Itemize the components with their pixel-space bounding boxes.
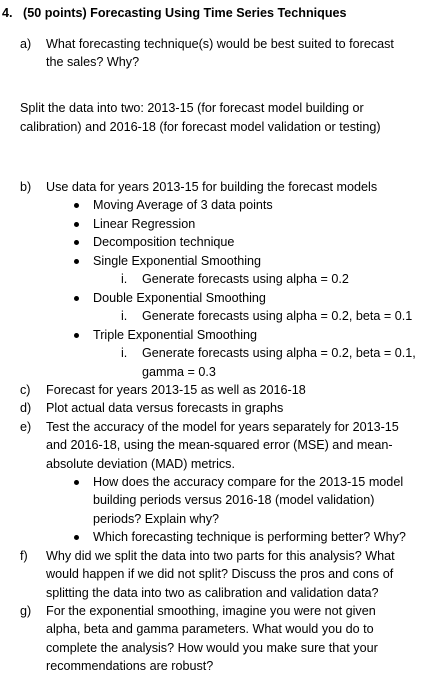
part-g-line: complete the analysis? How would you mak… (46, 641, 378, 655)
part-e-line: absolute deviation (MAD) metrics. (46, 457, 235, 471)
part-d-marker: d) (20, 401, 32, 415)
part-e-line: and 2016-18, using the mean-squared erro… (46, 438, 393, 452)
part-e-bullet-line: building periods versus 2016-18 (model v… (93, 493, 375, 507)
bullet-icon (74, 240, 79, 245)
part-b-marker: b) (20, 180, 32, 194)
part-a-line: What forecasting technique(s) would be b… (46, 37, 394, 51)
sub-item-marker: i. (121, 272, 128, 286)
technique-item: Triple Exponential Smoothing (93, 328, 258, 342)
sub-item-marker: i. (121, 309, 128, 323)
part-e-bullet-line: periods? Explain why? (93, 512, 220, 526)
part-c-marker: c) (20, 383, 31, 397)
part-g-line: recommendations are robust? (46, 659, 214, 673)
part-f-line: Why did we split the data into two parts… (46, 549, 395, 563)
part-e-line: Test the accuracy of the model for years… (46, 420, 399, 434)
sub-item-text: Generate forecasts using alpha = 0.2, be… (142, 346, 416, 360)
part-f-line: splitting the data into two as calibrati… (46, 586, 379, 600)
sub-item-text: Generate forecasts using alpha = 0.2 (142, 272, 349, 286)
part-g-marker: g) (20, 604, 32, 618)
bullet-icon (74, 222, 79, 227)
part-g-line: alpha, beta and gamma parameters. What w… (46, 622, 374, 636)
bullet-icon (74, 535, 79, 540)
part-c-line: Forecast for years 2013-15 as well as 20… (46, 383, 306, 397)
question-number: 4. (2, 6, 13, 20)
question-title: (50 points) Forecasting Using Time Serie… (23, 6, 347, 20)
sub-item-marker: i. (121, 346, 128, 360)
part-a-marker: a) (20, 37, 32, 51)
sub-item-text: Generate forecasts using alpha = 0.2, be… (142, 309, 413, 323)
part-a-line: the sales? Why? (46, 55, 140, 69)
part-d-line: Plot actual data versus forecasts in gra… (46, 401, 284, 415)
part-f-marker: f) (20, 549, 28, 563)
technique-item: Double Exponential Smoothing (93, 291, 266, 305)
bullet-icon (74, 259, 79, 264)
split-paragraph-line: Split the data into two: 2013-15 (for fo… (20, 101, 364, 115)
split-paragraph-line: calibration) and 2016-18 (for forecast m… (20, 120, 381, 134)
technique-item: Linear Regression (93, 217, 196, 231)
part-b-intro: Use data for years 2013-15 for building … (46, 180, 378, 194)
technique-item: Moving Average of 3 data points (93, 198, 273, 212)
sub-item-text: gamma = 0.3 (142, 365, 216, 379)
bullet-icon (74, 333, 79, 338)
part-e-bullet-line: How does the accuracy compare for the 20… (93, 475, 404, 489)
part-e-marker: e) (20, 420, 32, 434)
bullet-icon (74, 296, 79, 301)
part-e-bullet-line: Which forecasting technique is performin… (93, 530, 406, 544)
bullet-icon (74, 203, 79, 208)
technique-item: Decomposition technique (93, 235, 235, 249)
technique-item: Single Exponential Smoothing (93, 254, 262, 268)
part-f-line: would happen if we did not split? Discus… (46, 567, 394, 581)
bullet-icon (74, 480, 79, 485)
part-g-line: For the exponential smoothing, imagine y… (46, 604, 376, 618)
